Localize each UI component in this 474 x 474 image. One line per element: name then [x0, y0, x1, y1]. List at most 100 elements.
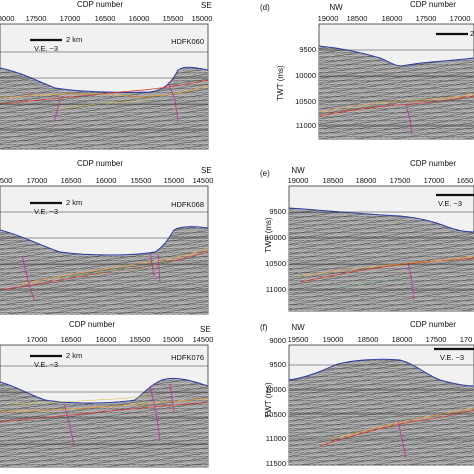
cdp-tick: 19000 [318, 14, 339, 23]
panel-e: (e) NW CDP number 19000 18500 18000 1750… [260, 159, 474, 312]
cdp-tick: 16000 [96, 335, 117, 344]
cdp-tick: 16000 [129, 14, 150, 23]
twt-tick: 10500 [265, 259, 286, 268]
cdp-tick-labels: 7500 17000 16500 16000 15500 15000 14500 [0, 176, 213, 185]
vertical-exaggeration-label: V.E. ~3 [34, 360, 58, 369]
cdp-tick: 16000 [96, 176, 117, 185]
panel-label: (e) [260, 169, 270, 178]
fault-line [157, 253, 161, 283]
cdp-tick: 15000 [164, 176, 185, 185]
vertical-exaggeration-label: V.E. ~3 [34, 207, 58, 216]
cdp-tick: 14500 [193, 176, 214, 185]
cdp-tick: 170 [460, 335, 473, 344]
scale-bar-label: 2 [470, 29, 474, 38]
scale-bar-label: 2 km [66, 351, 82, 360]
seafloor-line [288, 207, 474, 233]
cdp-tick: 15500 [131, 176, 152, 185]
fault-line [169, 383, 175, 413]
panel-f: (f) NW CDP number 19500 19000 18500 1800… [260, 320, 474, 468]
line-name-label: HDFK060 [171, 37, 204, 46]
vertical-exaggeration-label: V.E. ~3 [34, 44, 58, 53]
cdp-tick: 15000 [163, 335, 184, 344]
cdp-tick-labels: 19000 18500 18000 17500 17000 [318, 14, 471, 23]
horizon-line [9, 395, 151, 405]
vertical-exaggeration-label: V.E. ~3 [440, 353, 464, 362]
cdp-axis-label: CDP number [77, 0, 123, 9]
cdp-tick: 17000 [450, 14, 471, 23]
twt-tick: 10000 [265, 385, 286, 394]
horizon-line [0, 401, 209, 423]
direction-left-label: NW [329, 3, 343, 12]
cdp-axis-label: CDP number [77, 159, 123, 168]
fault-line [397, 419, 407, 459]
panel-a: CDP number SE 18000 17500 17000 16500 16… [0, 0, 212, 150]
panel-c: CDP number SE 17000 16500 16000 15500 15… [0, 320, 214, 468]
twt-tick: 11500 [266, 459, 286, 468]
twt-tick: 10500 [295, 97, 316, 106]
scale-bar: V.E. ~3 [434, 347, 474, 362]
cdp-tick: 17000 [27, 176, 48, 185]
cdp-tick-labels: 19000 18500 18000 17500 17000 1650 [288, 176, 474, 185]
cdp-tick: 16500 [95, 14, 116, 23]
horizon-line [299, 255, 474, 277]
horizon-line [318, 95, 474, 117]
scale-bar: 2 [436, 29, 474, 38]
direction-right-label: SE [201, 1, 212, 10]
horizon-line [299, 257, 474, 283]
fault-line [405, 103, 413, 135]
twt-tick-labels: 9500 10000 10500 11000 [265, 207, 286, 294]
seafloor-line [0, 66, 209, 93]
twt-tick: 10000 [295, 71, 316, 80]
twt-tick-labels: 9000 9500 10000 10500 11000 11500 [265, 336, 286, 468]
cdp-tick: 17000 [27, 335, 48, 344]
cdp-tick: 19500 [288, 335, 309, 344]
vertical-exaggeration-label: V.E. ~3 [438, 199, 462, 208]
cdp-tick: 18000 [392, 335, 413, 344]
fault-line [53, 99, 61, 123]
panel-d: (d) NW CDP number 19000 18500 18000 1750… [260, 0, 474, 140]
line-name-label: HDFK068 [171, 200, 204, 209]
twt-tick: 10500 [265, 410, 286, 419]
twt-tick: 11000 [266, 434, 286, 443]
fault-line [167, 81, 179, 123]
scale-bar: 2 km V.E. ~3 [30, 35, 82, 53]
cdp-tick-labels: 17000 16500 16000 15500 15000 14500 [27, 335, 214, 344]
cdp-tick: 18000 [0, 14, 14, 23]
cdp-tick-labels: 18000 17500 17000 16500 16000 15500 1500… [0, 14, 212, 23]
cdp-tick: 14500 [193, 335, 214, 344]
line-name-label: HDFK076 [171, 353, 204, 362]
horizon-line [329, 407, 474, 441]
fault-line [63, 403, 75, 447]
direction-left-label: NW [291, 166, 305, 175]
scale-bar: V.E. ~3 [436, 193, 474, 208]
cdp-tick: 15500 [163, 14, 184, 23]
seafloor-line [318, 45, 474, 67]
twt-axis-label: TWT (ms) [264, 382, 273, 418]
fault-line [149, 385, 161, 441]
cdp-axis-label: CDP number [410, 0, 456, 9]
cdp-tick: 17000 [424, 176, 445, 185]
seafloor-line [0, 377, 209, 404]
cdp-tick: 17000 [60, 14, 81, 23]
horizon-line [0, 397, 209, 413]
cdp-tick: 19000 [288, 176, 309, 185]
twt-tick: 9500 [269, 207, 286, 216]
cdp-tick: 7500 [0, 176, 12, 185]
cdp-tick: 18000 [356, 176, 377, 185]
twt-axis-label: TWT (ms) [264, 217, 273, 253]
direction-left-label: NW [291, 323, 305, 332]
panel-label: (f) [260, 323, 268, 332]
cdp-tick: 18500 [323, 176, 344, 185]
cdp-tick: 17500 [416, 14, 437, 23]
cdp-tick: 16500 [61, 176, 82, 185]
twt-tick: 9500 [269, 360, 286, 369]
twt-tick: 9500 [299, 45, 316, 54]
twt-tick: 9000 [269, 336, 286, 345]
cdp-axis-label: CDP number [69, 320, 115, 329]
scale-bar-label: 2 km [66, 198, 82, 207]
panel-label: (d) [260, 3, 270, 12]
cdp-tick: 15500 [130, 335, 151, 344]
cdp-tick: 18500 [347, 14, 368, 23]
horizon-line [0, 79, 209, 105]
